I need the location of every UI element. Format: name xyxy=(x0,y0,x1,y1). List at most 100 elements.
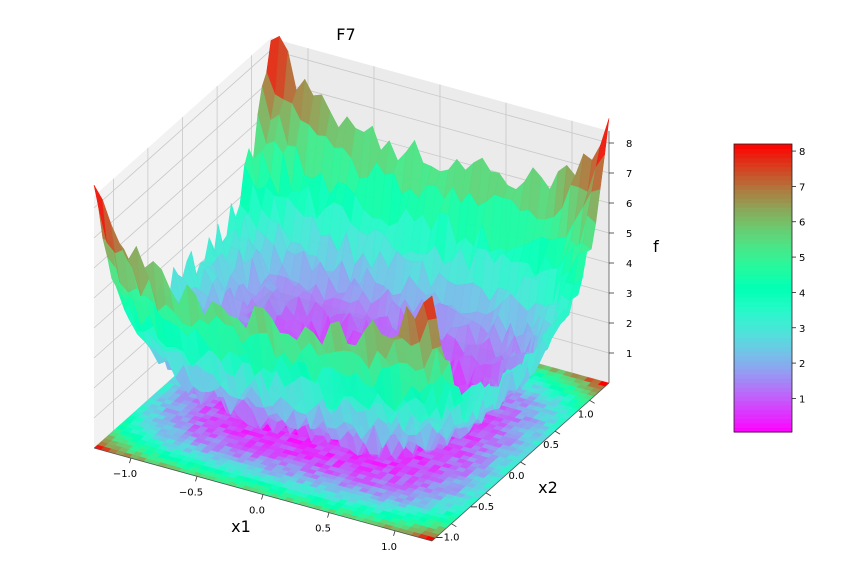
colorbar-band xyxy=(734,229,792,235)
colorbar-band xyxy=(734,243,792,249)
colorbar-band xyxy=(734,373,792,379)
colorbar-tick-label: 6 xyxy=(799,218,805,229)
colorbar-band xyxy=(734,355,792,361)
colorbar-band xyxy=(734,153,792,159)
x-tick-label: 1.0 xyxy=(381,542,397,553)
colorbar-band xyxy=(734,427,792,433)
colorbar-band xyxy=(734,297,792,303)
y-tick-label: −1.0 xyxy=(435,533,459,544)
z-tick-label: 7 xyxy=(626,169,632,180)
colorbar-band xyxy=(734,216,792,222)
colorbar-band xyxy=(734,405,792,411)
y-tick-mark xyxy=(554,430,561,435)
colorbar-band xyxy=(734,220,792,226)
x-tick-label: 0.0 xyxy=(249,506,265,517)
x-tick-mark xyxy=(327,512,330,518)
z-tick-label: 4 xyxy=(626,259,632,270)
colorbar-frame xyxy=(733,143,793,433)
colorbar-band xyxy=(734,211,792,217)
colorbar-band xyxy=(734,400,792,406)
colorbar-band xyxy=(734,337,792,343)
colorbar-band xyxy=(734,319,792,325)
colorbar-band xyxy=(734,207,792,213)
z-tick-label: 2 xyxy=(626,319,632,330)
chart-title: F7 xyxy=(336,25,355,44)
colorbar-band xyxy=(734,148,792,154)
colorbar-tick-label: 1 xyxy=(799,394,805,405)
colorbar-band xyxy=(734,369,792,375)
colorbar-band xyxy=(734,306,792,312)
colorbar-band xyxy=(734,184,792,190)
y-tick-label: 1.0 xyxy=(578,409,594,420)
x-axis-label: x1 xyxy=(231,517,251,536)
y-tick-mark xyxy=(485,492,492,497)
colorbar-band xyxy=(734,166,792,172)
colorbar-band xyxy=(734,328,792,334)
z-tick-label: 8 xyxy=(626,139,632,150)
x-tick-mark xyxy=(393,530,396,536)
colorbar-band xyxy=(734,279,792,285)
colorbar-band xyxy=(734,378,792,384)
colorbar-band xyxy=(734,324,792,330)
colorbar-band xyxy=(734,256,792,262)
y-tick-mark xyxy=(520,461,526,466)
colorbar-band xyxy=(734,225,792,231)
colorbar-band xyxy=(734,157,792,163)
colorbar-band xyxy=(734,144,792,150)
surface-mesh xyxy=(93,35,610,462)
z-tick-label: 5 xyxy=(626,229,632,240)
z-tick-label: 6 xyxy=(626,199,632,210)
colorbar-band xyxy=(734,265,792,271)
colorbar-band xyxy=(734,342,792,348)
colorbar-band xyxy=(734,391,792,397)
colorbar-band xyxy=(734,171,792,177)
colorbar-tick-label: 2 xyxy=(799,359,805,370)
colorbar-band xyxy=(734,288,792,294)
colorbar-band xyxy=(734,360,792,366)
colorbar-tick-label: 7 xyxy=(799,182,805,193)
colorbar-band xyxy=(734,423,792,429)
colorbar-band xyxy=(734,252,792,258)
colorbar-band xyxy=(734,346,792,352)
colorbar-band xyxy=(734,414,792,420)
colorbar-band xyxy=(734,238,792,244)
colorbar-band xyxy=(734,261,792,267)
colorbar-tick-label: 4 xyxy=(799,288,805,299)
x-tick-label: 0.5 xyxy=(315,524,331,535)
colorbar-band xyxy=(734,292,792,298)
colorbar-band xyxy=(734,333,792,339)
x-tick-mark xyxy=(129,458,132,464)
colorbar-band xyxy=(734,315,792,321)
colorbar-band xyxy=(734,387,792,393)
colorbar-band xyxy=(734,247,792,253)
z-tick-label: 3 xyxy=(626,289,632,300)
colorbar-band xyxy=(734,180,792,186)
y-tick-label: 0.0 xyxy=(509,471,525,482)
colorbar-band xyxy=(734,189,792,195)
y-tick-label: 0.5 xyxy=(543,440,559,451)
colorbar-band xyxy=(734,234,792,240)
colorbar-band xyxy=(734,382,792,388)
colorbar-band xyxy=(734,175,792,181)
x-tick-label: −0.5 xyxy=(179,487,203,498)
y-axis-label: x2 xyxy=(538,478,558,497)
y-tick-mark xyxy=(589,399,595,404)
colorbar-band xyxy=(734,310,792,316)
colorbar-band xyxy=(734,409,792,415)
colorbar: 1 2 3 4 5 6 7 8 xyxy=(733,143,805,433)
z-axis-label: f xyxy=(653,237,659,256)
colorbar-band xyxy=(734,274,792,280)
colorbar-band xyxy=(734,418,792,424)
axis-ticks: −1.0 −0.5 0.0 0.5 1.0 −1.0 −0.5 0.0 0.5 1.0 1 2 3 4 5 6… xyxy=(113,139,633,553)
colorbar-band xyxy=(734,396,792,402)
y-tick-mark xyxy=(451,523,457,528)
x-tick-mark xyxy=(261,494,264,500)
surface-facet xyxy=(423,295,437,320)
colorbar-band xyxy=(734,364,792,370)
colorbar-tick-label: 3 xyxy=(799,324,805,335)
colorbar-band xyxy=(734,270,792,276)
z-tick-label: 1 xyxy=(626,349,632,360)
colorbar-band xyxy=(734,162,792,168)
colorbar-band xyxy=(734,283,792,289)
